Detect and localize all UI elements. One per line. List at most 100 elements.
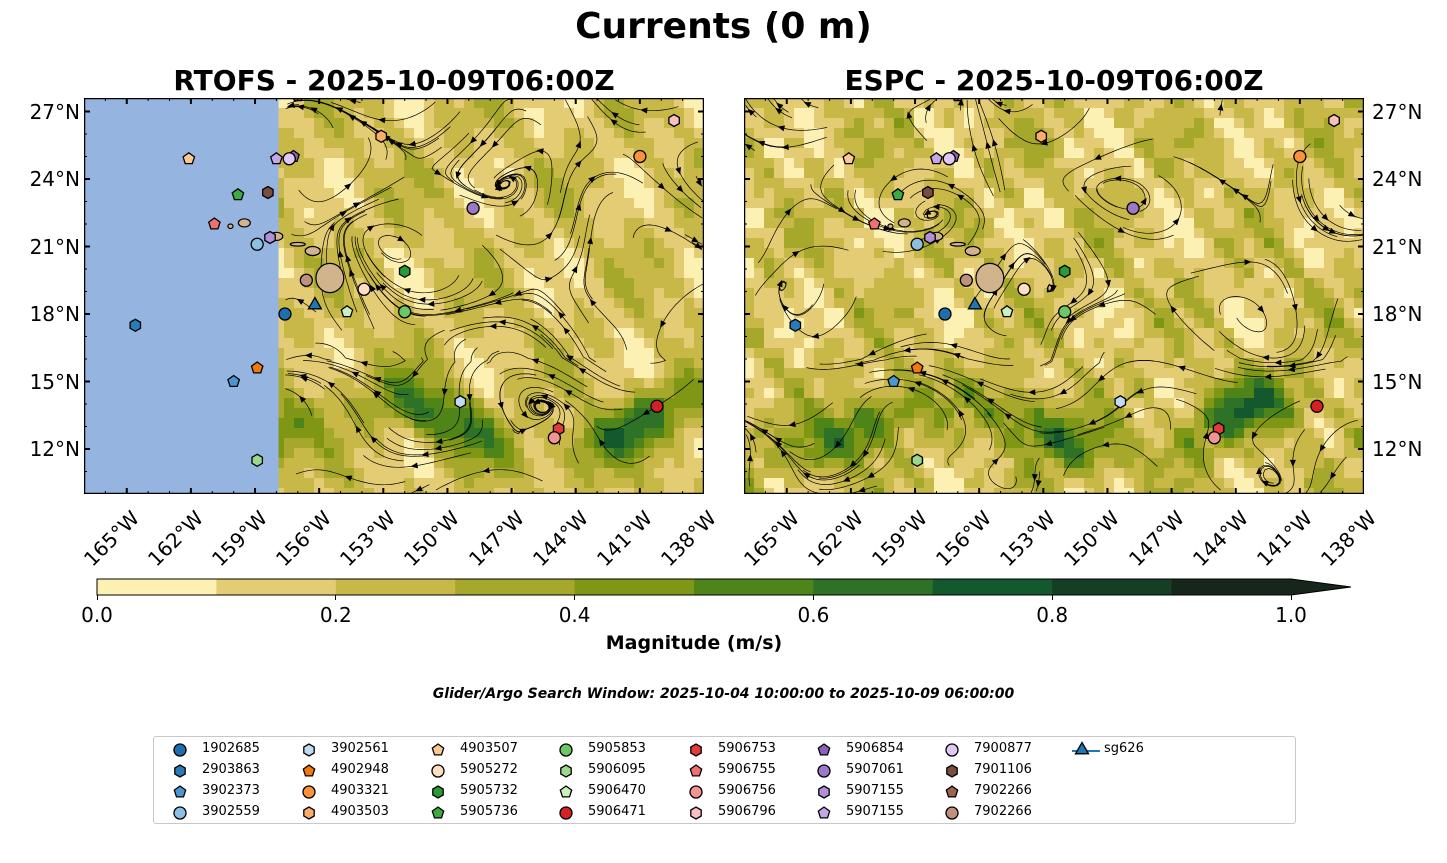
legend-marker-hexagon[interactable] [303, 743, 315, 757]
float-marker-4903321[interactable] [633, 149, 647, 164]
legend-marker-hexagon[interactable] [560, 764, 572, 778]
legend-marker-pentagon[interactable] [431, 743, 445, 756]
lat-tick-label: 24°N [1372, 167, 1423, 191]
lat-tick-label: 27°N [1372, 99, 1423, 124]
float-marker-4902948[interactable] [910, 361, 924, 374]
float-marker-5906756[interactable] [547, 431, 561, 445]
legend-label: 5906796 [718, 804, 776, 819]
legend-marker-hexagon[interactable] [303, 806, 315, 820]
legend-marker-hexagon[interactable] [432, 785, 444, 799]
figure-title: Currents (0 m) [575, 6, 872, 47]
lon-tick-label: 144°W [527, 506, 593, 572]
float-marker-5907155[interactable] [929, 151, 943, 165]
float-marker-3902373[interactable] [887, 374, 901, 388]
float-marker-5906796[interactable] [668, 113, 680, 128]
float-marker-3902561[interactable] [454, 395, 467, 409]
colorbar-tick [574, 595, 576, 600]
legend-marker-hexagon[interactable] [946, 764, 958, 778]
float-marker-4903321[interactable] [1293, 149, 1307, 164]
float-markers [789, 98, 1340, 468]
island-hawaii [975, 262, 1005, 294]
legend-marker-hexagon[interactable] [818, 785, 830, 799]
float-marker-5905732[interactable] [398, 264, 411, 279]
float-marker-4903503[interactable] [1035, 129, 1048, 144]
panel-title-rtofs: RTOFS - 2025-10-09T06:00Z [173, 64, 615, 97]
colorbar-tick [1290, 595, 1292, 600]
legend-marker-hexagon[interactable] [690, 806, 702, 820]
float-marker-7900877[interactable] [282, 152, 296, 166]
legend-marker-circle[interactable] [431, 764, 445, 778]
float-marker-5906471[interactable] [650, 399, 664, 413]
lon-tick-label: 147°W [1123, 506, 1189, 572]
float-marker-5906796[interactable] [1328, 113, 1340, 128]
legend-marker-hexagon[interactable] [174, 764, 186, 778]
float-marker-5907155[interactable] [264, 230, 276, 245]
float-marker-1902685[interactable] [278, 307, 292, 321]
map-panel-rtofs[interactable] [84, 98, 704, 494]
float-marker-4903503[interactable] [375, 129, 388, 144]
float-marker-5906755[interactable] [207, 217, 221, 230]
float-marker-2903863[interactable] [129, 318, 142, 333]
legend-marker-triangle[interactable] [1074, 741, 1090, 755]
legend-marker-pentagon[interactable] [817, 743, 831, 756]
legend-marker-pentagon[interactable] [559, 785, 573, 798]
colorbar-segment [694, 579, 814, 595]
float-marker-3902559[interactable] [910, 237, 924, 251]
legend-marker-pentagon[interactable] [945, 785, 959, 798]
float-marker-7900877[interactable] [942, 152, 956, 166]
float-marker-5906095[interactable] [251, 453, 264, 468]
float-marker-5907061[interactable] [466, 201, 480, 215]
float-marker-5906471[interactable] [1310, 399, 1324, 413]
legend-marker-pentagon[interactable] [302, 764, 316, 777]
legend-marker-hexagon[interactable] [690, 743, 702, 757]
legend-marker-pentagon[interactable] [817, 806, 831, 819]
float-marker-5907155[interactable] [269, 151, 283, 165]
float-marker-5907155[interactable] [924, 230, 936, 245]
legend-marker-circle[interactable] [173, 743, 187, 757]
float-marker-7901106[interactable] [262, 185, 274, 200]
legend-marker-circle[interactable] [689, 785, 703, 799]
float-marker-4903507[interactable] [182, 151, 196, 165]
float-marker-5905736[interactable] [231, 187, 245, 201]
float-marker-5906470[interactable] [340, 304, 354, 318]
lat-tick-label: 18°N [1372, 302, 1423, 326]
map-panel-espc[interactable] [744, 98, 1364, 494]
legend-marker-circle[interactable] [945, 743, 959, 757]
float-marker-4903507[interactable] [842, 151, 856, 165]
island-molokai [289, 241, 306, 247]
float-marker-7902266[interactable] [299, 273, 313, 287]
float-marker-7902266[interactable] [959, 273, 973, 287]
float-marker-3902561[interactable] [1114, 395, 1127, 409]
lon-tick-label: 153°W [335, 506, 401, 572]
legend-marker-pentagon[interactable] [173, 785, 187, 798]
float-marker-5907061[interactable] [1126, 201, 1140, 215]
float-marker-5906755[interactable] [867, 217, 881, 230]
legend-marker-pentagon[interactable] [689, 764, 703, 777]
float-marker-7901106[interactable] [922, 185, 934, 200]
legend-marker-circle[interactable] [302, 785, 316, 799]
float-marker-2903863[interactable] [789, 318, 802, 333]
float-marker-3902559[interactable] [250, 237, 264, 251]
float-marker-3902373[interactable] [227, 374, 241, 388]
float-marker-sg626[interactable] [307, 296, 323, 310]
float-marker-5905272[interactable] [1017, 282, 1031, 296]
float-marker-5906756[interactable] [1207, 431, 1221, 445]
legend-marker-circle[interactable] [945, 806, 959, 820]
no-data-region [84, 98, 279, 494]
float-marker-5906470[interactable] [1000, 304, 1014, 318]
legend-marker-pentagon[interactable] [431, 806, 445, 819]
float-marker-5905736[interactable] [891, 187, 905, 201]
island-kauai [897, 218, 911, 228]
float-marker-5905853[interactable] [398, 305, 412, 319]
legend-marker-circle[interactable] [173, 806, 187, 820]
float-marker-5905732[interactable] [1058, 264, 1071, 279]
float-marker-5905853[interactable] [1058, 305, 1072, 319]
float-marker-1902685[interactable] [938, 307, 952, 321]
float-marker-4902948[interactable] [250, 361, 264, 374]
legend-marker-circle[interactable] [559, 806, 573, 820]
float-marker-5905272[interactable] [357, 282, 371, 296]
legend-marker-circle[interactable] [559, 743, 573, 757]
float-marker-5906095[interactable] [911, 453, 924, 468]
legend-marker-circle[interactable] [817, 764, 831, 778]
float-marker-sg626[interactable] [967, 296, 983, 310]
